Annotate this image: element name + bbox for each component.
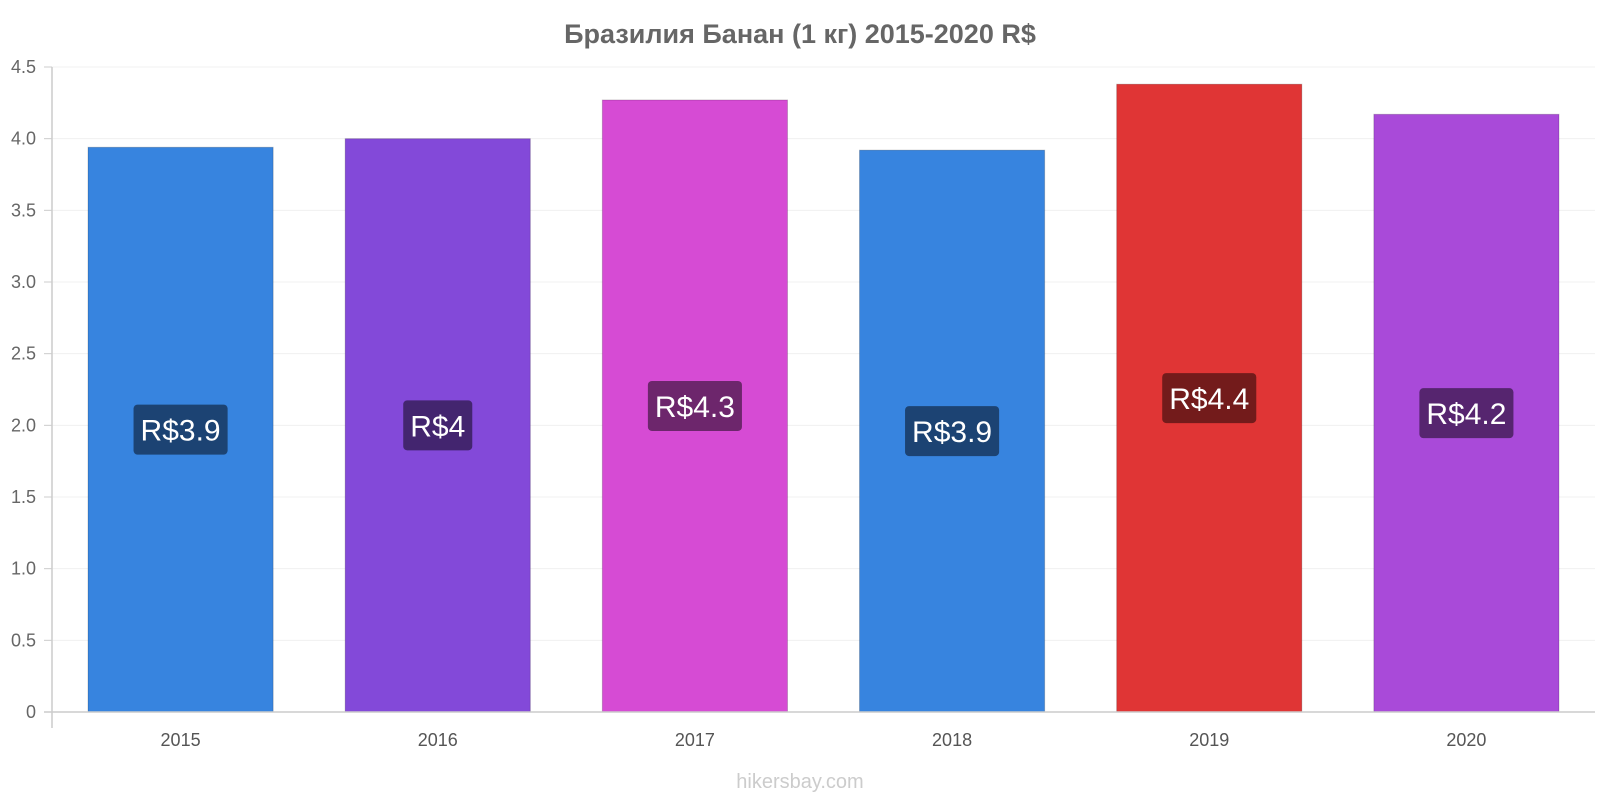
x-tick-label: 2018	[932, 730, 972, 750]
y-tick-label: 0.5	[11, 630, 36, 650]
value-label-2019: R$4.4	[1162, 373, 1257, 424]
y-tick-label: 4.0	[11, 129, 36, 149]
value-label-2016: R$4	[403, 400, 473, 451]
x-tick-label: 2016	[418, 730, 458, 750]
value-label-2018: R$3.9	[905, 406, 1000, 457]
value-label-2017: R$4.3	[647, 380, 742, 431]
value-label-text: R$3.9	[912, 416, 992, 449]
x-tick-label: 2017	[675, 730, 715, 750]
value-label-bg	[1162, 373, 1257, 424]
chart-title: Бразилия Банан (1 кг) 2015-2020 R$	[564, 19, 1036, 49]
y-tick-label: 4.5	[11, 57, 36, 77]
y-tick-label: 1.0	[11, 559, 36, 579]
x-tick-label: 2019	[1189, 730, 1229, 750]
value-label-bg	[133, 404, 228, 455]
y-tick-label: 3.0	[11, 272, 36, 292]
y-tick-label: 3.5	[11, 200, 36, 220]
value-label-bg	[647, 380, 742, 431]
y-tick-label: 2.5	[11, 344, 36, 364]
bars	[87, 83, 1560, 713]
value-label-bg	[1419, 388, 1514, 439]
value-label-bg	[905, 406, 1000, 457]
value-label-text: R$3.9	[141, 415, 221, 448]
value-label-text: R$4.2	[1426, 398, 1506, 431]
value-label-text: R$4.4	[1169, 383, 1249, 416]
y-tick-label: 2.0	[11, 415, 36, 435]
grid-lines	[52, 66, 1595, 641]
y-tick-label: 0	[26, 702, 36, 722]
value-labels: R$3.9 R$4 R$4.3 R$3.9 R$4.4 R$4.2	[133, 373, 1514, 457]
x-tick-label: 2015	[161, 730, 201, 750]
value-label-bg	[403, 400, 473, 451]
value-label-2020: R$4.2	[1419, 388, 1514, 439]
x-tick-label: 2020	[1446, 730, 1486, 750]
y-axis: 0 0.5 1.0 1.5 2.0 2.5 3.0 3.5 4.0 4.5	[11, 57, 53, 728]
value-label-text: R$4.3	[655, 391, 735, 424]
x-axis: 2015 2016 2017 2018 2019 2020	[44, 711, 1595, 750]
value-label-2015: R$3.9	[133, 404, 228, 455]
bar-2015	[87, 146, 274, 713]
y-tick-label: 1.5	[11, 487, 36, 507]
value-label-text: R$4	[410, 410, 465, 443]
source-watermark: hikersbay.com	[736, 771, 863, 793]
